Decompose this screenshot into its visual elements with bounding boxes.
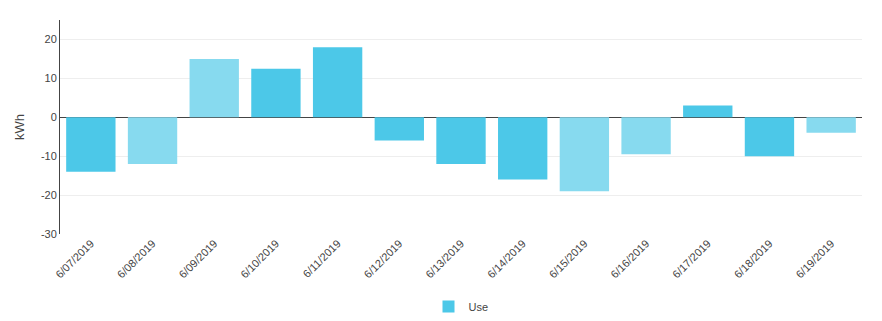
svg-text:6/12/2019: 6/12/2019 [362,237,405,280]
svg-text:-10: -10 [41,150,57,162]
svg-text:6/17/2019: 6/17/2019 [670,237,713,280]
svg-text:6/07/2019: 6/07/2019 [53,237,96,280]
svg-text:6/18/2019: 6/18/2019 [732,237,775,280]
svg-text:6/09/2019: 6/09/2019 [176,237,219,280]
svg-text:-20: -20 [41,189,57,201]
svg-text:6/14/2019: 6/14/2019 [485,237,528,280]
svg-text:6/10/2019: 6/10/2019 [238,237,281,280]
svg-text:6/08/2019: 6/08/2019 [115,237,158,280]
svg-text:6/16/2019: 6/16/2019 [608,237,651,280]
svg-text:0: 0 [51,111,57,123]
svg-text:6/11/2019: 6/11/2019 [300,237,343,280]
svg-text:10: 10 [45,72,57,84]
svg-text:20: 20 [45,33,57,45]
svg-text:Use: Use [469,301,489,313]
svg-text:kWh: kWh [12,114,27,140]
svg-text:6/19/2019: 6/19/2019 [793,237,836,280]
svg-text:6/15/2019: 6/15/2019 [547,237,590,280]
svg-text:6/13/2019: 6/13/2019 [423,237,466,280]
svg-text:-30: -30 [41,228,57,240]
